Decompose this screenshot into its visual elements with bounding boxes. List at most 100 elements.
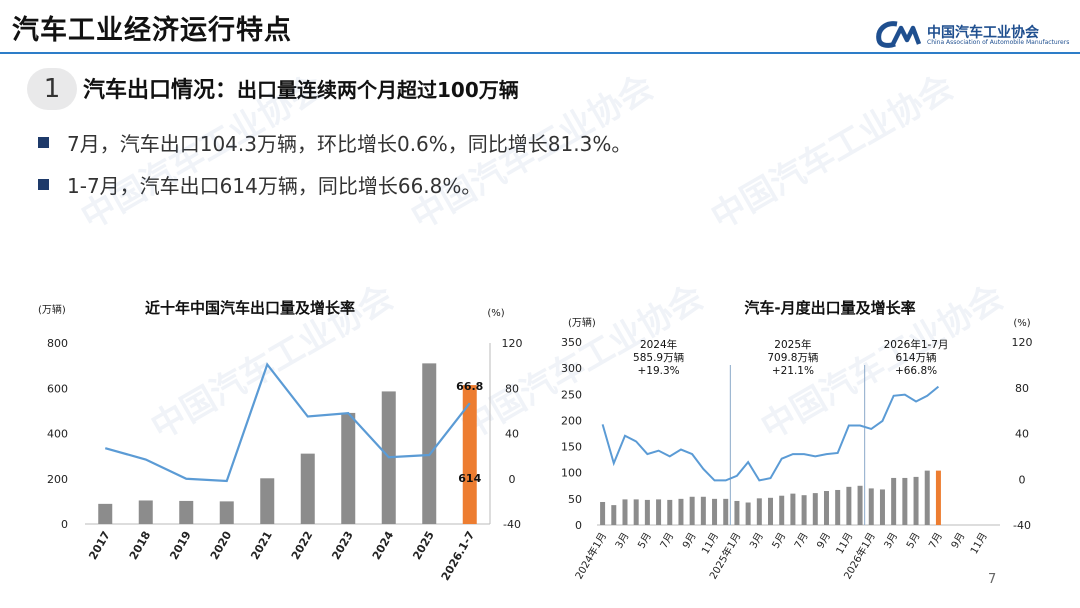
x-tick-label: 11月 <box>834 531 856 557</box>
annotation-text: 2025年 <box>774 338 811 351</box>
y-axis-label: (万辆) <box>38 303 66 316</box>
y2-tick-label: -40 <box>503 518 521 531</box>
bar <box>924 470 930 525</box>
y2-tick-label: -40 <box>1013 519 1031 532</box>
x-tick-label: 5月 <box>904 531 923 551</box>
y-tick-label: 200 <box>47 473 68 486</box>
x-tick-label: 9月 <box>815 531 834 551</box>
bar <box>341 412 356 524</box>
bar <box>913 476 919 525</box>
bar <box>768 497 774 525</box>
bar <box>790 493 796 525</box>
annual-export-chart: 近十年中国汽车出口量及增长率 (万辆) (%) 0 200 400 600 800 -40 0 40… <box>38 299 523 583</box>
bar <box>835 489 841 525</box>
bar <box>219 501 234 524</box>
x-tick-label: 3月 <box>613 531 632 551</box>
y2-tick-label: 0 <box>509 473 516 486</box>
y2-tick-label: 0 <box>1019 473 1026 486</box>
bar <box>846 486 852 525</box>
bar <box>891 477 897 525</box>
bullet-text: 1-7月，汽车出口614万辆，同比增长66.8%。 <box>67 174 482 198</box>
caam-logo-icon <box>876 21 922 48</box>
x-tick-label: 7月 <box>926 531 945 551</box>
bar <box>138 500 153 524</box>
y2-tick-label: 80 <box>505 382 519 395</box>
bar <box>857 485 863 525</box>
bar <box>823 491 829 525</box>
bar <box>689 496 695 525</box>
y-tick-label: 150 <box>561 441 582 454</box>
bar <box>723 498 729 525</box>
bar <box>812 493 818 525</box>
org-name-cn: 中国汽车工业协会 <box>927 25 1039 41</box>
data-label: 614 <box>458 472 481 485</box>
bar <box>462 385 477 524</box>
bar <box>700 496 706 525</box>
caam-logo: 中国汽车工业协会 China Association of Automobile… <box>875 20 1075 50</box>
bar <box>935 470 941 525</box>
page-title: 汽车工业经济运行特点 <box>12 15 292 46</box>
y-tick-label: 300 <box>561 362 582 375</box>
annotation-text: 2026年1-7月 <box>884 338 949 351</box>
y-tick-label: 50 <box>568 493 582 506</box>
x-tick-label: 5月 <box>770 531 789 551</box>
page-number: 7 <box>988 572 997 587</box>
annotation-text: 709.8万辆 <box>767 351 818 364</box>
data-label: 66.8 <box>456 380 483 393</box>
y-tick-label: 100 <box>561 467 582 480</box>
bar <box>260 478 275 524</box>
x-tick-label: 9月 <box>949 531 968 551</box>
bar <box>600 501 606 525</box>
section-title-main: 汽车出口情况： <box>83 78 238 103</box>
bar <box>644 499 650 525</box>
bar <box>801 495 807 525</box>
y-tick-label: 400 <box>47 428 68 441</box>
bar <box>179 500 194 524</box>
y2-tick-label: 120 <box>1012 336 1033 349</box>
y-tick-label: 0 <box>575 519 582 532</box>
y-tick-label: 350 <box>561 336 582 349</box>
annotation-text: +66.8% <box>895 365 937 377</box>
bar <box>756 498 762 525</box>
bullet-square-icon <box>38 179 49 190</box>
y2-tick-label: 40 <box>505 428 519 441</box>
bar <box>656 499 662 525</box>
x-tick-label: 11月 <box>699 531 721 557</box>
x-tick-label: 3月 <box>747 531 766 551</box>
y-tick-label: 200 <box>561 414 582 427</box>
section-number: 1 <box>27 68 77 110</box>
y-tick-label: 600 <box>47 382 68 395</box>
y2-tick-label: 40 <box>1015 428 1029 441</box>
y2-tick-label: 120 <box>502 337 523 350</box>
x-tick-label: 11月 <box>968 531 990 557</box>
bar <box>902 477 908 525</box>
x-tick-label: 7月 <box>658 531 677 551</box>
header-divider <box>0 52 1080 54</box>
org-name-en: China Association of Automobile Manufact… <box>927 39 1070 46</box>
annotation-text: +21.1% <box>772 365 814 377</box>
section-title: 汽车出口情况：出口量连续两个月超过100万辆 <box>83 72 519 104</box>
growth-line <box>601 385 940 482</box>
x-tick-label: 2024年1月 <box>572 530 609 581</box>
y2-tick-label: 80 <box>1015 382 1029 395</box>
bar <box>667 499 673 525</box>
annotation-text: 585.9万辆 <box>633 351 684 364</box>
x-tick-label: 7月 <box>792 531 811 551</box>
bar <box>678 498 684 525</box>
bar <box>633 499 639 525</box>
annotation-text: 2024年 <box>640 338 677 351</box>
bar <box>734 500 740 525</box>
annotation-text: +19.3% <box>637 365 679 377</box>
chart-title: 汽车-月度出口量及增长率 <box>744 299 915 317</box>
bar <box>779 495 785 525</box>
y2-axis-label: (%) <box>1013 318 1030 329</box>
bullet-square-icon <box>38 137 49 148</box>
growth-line <box>104 362 471 483</box>
bar <box>622 499 628 525</box>
annotation-text: 614万辆 <box>896 351 937 364</box>
y-axis-label: (万辆) <box>568 316 596 329</box>
bullet-text: 7月，汽车出口104.3万辆，环比增长0.6%，同比增长81.3%。 <box>67 132 632 156</box>
y-tick-label: 250 <box>561 388 582 401</box>
bullet-item: 7月，汽车出口104.3万辆，环比增长0.6%，同比增长81.3%。 <box>38 128 631 157</box>
